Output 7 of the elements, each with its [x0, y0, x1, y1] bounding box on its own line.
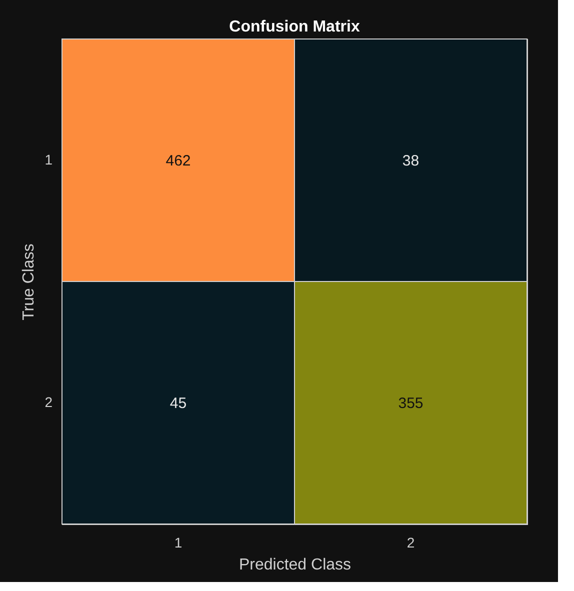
data-label: 45 [170, 394, 187, 412]
data-label: 38 [402, 152, 420, 170]
data-label: 462 [166, 152, 191, 170]
data-label: 355 [398, 394, 424, 412]
x-axis-title: Predicted Class [238, 556, 352, 574]
chart-title: Confusion Matrix [229, 18, 360, 36]
y-axis-title: True Class [20, 244, 38, 320]
